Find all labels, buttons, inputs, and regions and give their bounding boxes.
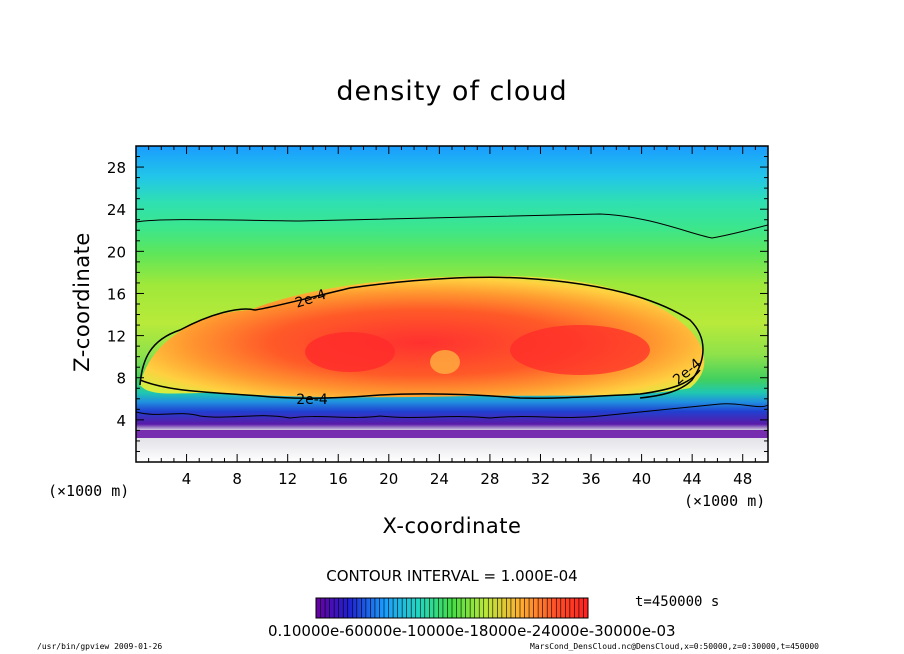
x-tick-label: 48 xyxy=(733,470,752,488)
x-tick-label: 4 xyxy=(182,470,192,488)
x-tick-label: 28 xyxy=(480,470,499,488)
y-tick-label: 8 xyxy=(116,370,126,388)
contour-label: 2e-4 xyxy=(296,392,328,408)
footer-right: MarsCond_DensCloud.nc@DensCloud,x=0:5000… xyxy=(530,642,819,651)
x-tick-label: 36 xyxy=(581,470,600,488)
x-tick-label: 8 xyxy=(232,470,242,488)
y-tick-label: 12 xyxy=(107,328,126,346)
colorbar-labels: 0.10000e-60000e-10000e-18000e-24000e-300… xyxy=(268,622,676,640)
contour-2e-4-bottom xyxy=(139,369,701,399)
y-tick-label: 20 xyxy=(107,243,126,261)
y-axis-label: Z-coordinate xyxy=(70,232,94,372)
contour-2e-4-top xyxy=(139,276,704,399)
contour-lines xyxy=(135,213,769,419)
contour-low xyxy=(135,403,769,419)
x-tick-label: 44 xyxy=(683,470,702,488)
x-tick-label: 32 xyxy=(531,470,550,488)
density-field xyxy=(136,146,768,462)
contour-interval: CONTOUR INTERVAL = 1.000E-04 xyxy=(326,567,578,585)
y-tick-label: 16 xyxy=(107,285,126,303)
time-label: t=450000 s xyxy=(635,594,720,610)
y-tick-label: 4 xyxy=(116,412,126,430)
x-tick-label: 16 xyxy=(329,470,348,488)
y-tick-label: 24 xyxy=(107,201,126,219)
x-unit-left: (×1000 m) xyxy=(48,482,130,500)
x-axis-label: X-coordinate xyxy=(382,514,522,538)
chart-title: density of cloud xyxy=(336,76,568,107)
x-tick-label: 40 xyxy=(632,470,651,488)
x-tick-label: 24 xyxy=(430,470,449,488)
colorbar-lines xyxy=(320,598,584,618)
footer-left: /usr/bin/gpview 2009-01-26 xyxy=(37,642,163,651)
y-tick-label: 28 xyxy=(107,159,126,177)
contour-upper xyxy=(135,213,769,239)
x-unit-right: (×1000 m) xyxy=(684,492,766,510)
x-tick-label: 20 xyxy=(379,470,398,488)
x-tick-label: 12 xyxy=(278,470,297,488)
